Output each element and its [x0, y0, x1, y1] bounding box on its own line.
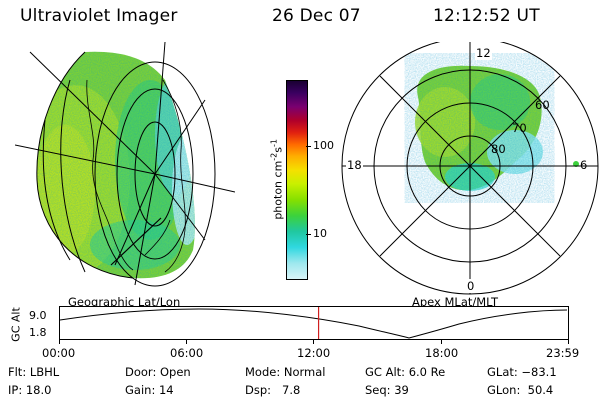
image-date: 26 Dec 07 [272, 6, 361, 26]
geographic-image [15, 41, 235, 287]
ip-value: 18.0 [25, 383, 52, 397]
mlt-label-dusk: 18 [346, 158, 363, 172]
filter-field: Flt: LBHL [8, 365, 60, 379]
mode-value: Normal [283, 365, 326, 379]
seq-value: 39 [394, 383, 409, 397]
colorbar-tick-label: 100 [313, 139, 334, 152]
altitude-ymin: 1.8 [29, 326, 47, 339]
app-title: Ultraviolet Imager [20, 6, 178, 26]
dsp-field: Dsp: 7.8 [245, 383, 301, 397]
mlt-label-noon: 12 [475, 46, 492, 60]
colorbar-tick-100 [306, 146, 311, 147]
mlt-label-midnight: 0 [466, 279, 476, 293]
time-tick-label: 18:00 [425, 346, 459, 360]
door-value: Open [159, 365, 191, 379]
altitude-strip [59, 306, 569, 344]
ip-field: IP: 18.0 [8, 383, 52, 397]
mlat-label-80: 80 [491, 142, 506, 156]
polar-image [341, 42, 599, 295]
mode-field: Mode: Normal [245, 365, 326, 379]
colorbar [286, 80, 308, 280]
glat-value: −83.1 [521, 365, 557, 379]
glon-value: 50.4 [527, 383, 554, 397]
gc-alt-value: 6.0 Re [408, 365, 446, 379]
geographic-label: Geographic Lat/Lon [68, 295, 181, 309]
altitude-ymax: 9.0 [29, 309, 47, 322]
time-tick-label: 06:00 [170, 346, 204, 360]
polar-label: Apex MLat/MLT [412, 295, 499, 309]
dsp-value: 7.8 [282, 383, 301, 397]
time-tick-label: 12:00 [297, 346, 331, 360]
mlat-label-70: 70 [512, 121, 527, 135]
time-tick-label: 23:59 [546, 346, 580, 360]
filter-value: LBHL [29, 365, 60, 379]
colorbar-tick-label: 10 [313, 227, 327, 240]
door-field: Door: Open [125, 365, 191, 379]
colorbar-tick-10 [306, 234, 311, 235]
time-tick-label: 00:00 [42, 346, 76, 360]
image-time: 12:12:52 UT [433, 6, 540, 26]
mlt-label-dawn: 6 [580, 158, 588, 172]
glat-field: GLat: −83.1 [487, 365, 557, 379]
seq-field: Seq: 39 [365, 383, 409, 397]
gc-alt-field: GC Alt: 6.0 Re [365, 365, 446, 379]
gain-field: Gain: 14 [125, 383, 174, 397]
gain-value: 14 [158, 383, 174, 397]
altitude-ylabel: GC Alt [9, 307, 23, 342]
mlat-label-60: 60 [535, 98, 550, 112]
glon-field: GLon: 50.4 [487, 383, 554, 397]
colorbar-unit-label: photon cm-2s-1 [269, 139, 285, 220]
